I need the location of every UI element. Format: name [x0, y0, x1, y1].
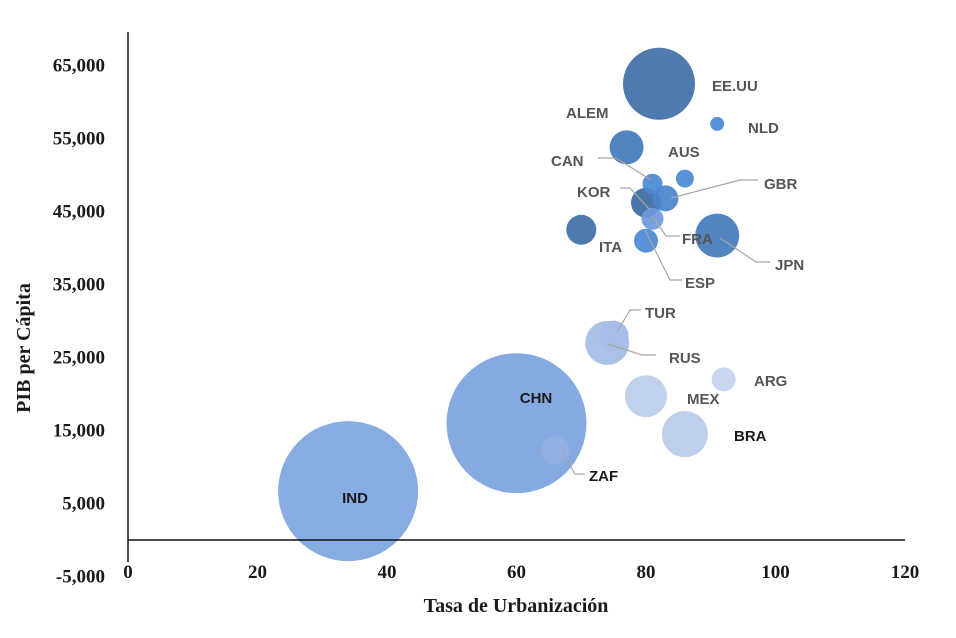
leader-fra	[651, 215, 680, 237]
bubble-jpn	[695, 213, 740, 258]
bubble-mex	[625, 375, 667, 418]
y-tick-label: 55,000	[53, 129, 105, 150]
bubble-label-ee-uu: EE.UU	[712, 78, 758, 95]
leader-lines	[562, 157, 770, 475]
y-axis-title: PIB per Cápita	[13, 283, 35, 413]
bubble-label-can: CAN	[551, 153, 584, 170]
bubble-label-chn: CHN	[520, 390, 553, 407]
bubble-label-tur: TUR	[645, 305, 676, 322]
bubble-labels: EE.UU NLD ALEM AUS CAN GBR KOR FRA ITA ESP JPN TUR R…	[342, 78, 804, 507]
bubble-can	[642, 173, 663, 194]
bubble-label-arg: ARG	[754, 373, 787, 390]
bubble-label-ita: ITA	[599, 239, 622, 256]
y-tick-label: 25,000	[53, 348, 105, 369]
leader-esp	[644, 229, 682, 281]
bubble-label-aus: AUS	[668, 144, 700, 161]
bubble-label-esp: ESP	[685, 275, 715, 292]
x-tick-label: 120	[891, 562, 920, 583]
bubble-label-gbr: GBR	[764, 176, 798, 193]
x-tick-labels: 0 20 40 60 80 100 120	[123, 562, 919, 583]
bubble-ind	[278, 421, 419, 562]
bubble-bra	[661, 411, 708, 458]
leader-gbr	[670, 179, 758, 199]
x-tick-label: 40	[378, 562, 397, 583]
y-tick-label: 45,000	[53, 202, 105, 223]
y-tick-label: -5,000	[56, 567, 105, 588]
bubble-chn	[446, 353, 587, 494]
bubble-label-nld: NLD	[748, 120, 779, 137]
leader-zaf	[562, 451, 585, 475]
bubble-label-zaf: ZAF	[589, 468, 618, 485]
leader-tur	[616, 309, 641, 333]
bubble-label-alem: ALEM	[566, 105, 609, 122]
bubble-arg	[711, 367, 736, 392]
bubble-nld	[710, 116, 725, 131]
leader-kor	[620, 187, 651, 211]
bubble-tur	[598, 320, 629, 351]
bubble-alem	[609, 130, 644, 165]
bubble-ee-uu	[623, 47, 695, 120]
leader-can	[598, 157, 652, 181]
bubble-label-rus: RUS	[669, 350, 701, 367]
leader-rus	[607, 343, 656, 356]
bubble-layer	[278, 47, 740, 562]
x-tick-label: 60	[507, 562, 526, 583]
y-tick-label: 5,000	[62, 494, 105, 515]
x-tick-label: 100	[761, 562, 790, 583]
bubble-label-ind: IND	[342, 490, 368, 507]
bubble-label-kor: KOR	[577, 184, 611, 201]
x-axis-title: Tasa de Urbanización	[424, 595, 609, 617]
bubble-zaf	[541, 436, 570, 465]
bubble-gbr	[652, 185, 679, 212]
y-tick-label: 65,000	[53, 56, 105, 77]
bubble-label-fra: FRA	[682, 231, 713, 248]
bubble-label-bra: BRA	[734, 428, 767, 445]
bubble-label-mex: MEX	[687, 391, 720, 408]
leader-jpn	[719, 237, 770, 263]
x-tick-label: 0	[123, 562, 133, 583]
x-tick-label: 20	[248, 562, 267, 583]
bubble-fra	[641, 207, 664, 230]
axes	[127, 32, 905, 562]
bubble-aus	[675, 169, 694, 188]
bubble-label-jpn: JPN	[775, 257, 804, 274]
y-tick-labels: -5,000 5,000 15,000 25,000 35,000 45,000 55,00…	[53, 56, 105, 588]
bubble-ita	[566, 214, 597, 245]
x-tick-label: 80	[637, 562, 656, 583]
y-tick-label: 15,000	[53, 421, 105, 442]
bubble-esp	[634, 228, 658, 253]
y-tick-label: 35,000	[53, 275, 105, 296]
